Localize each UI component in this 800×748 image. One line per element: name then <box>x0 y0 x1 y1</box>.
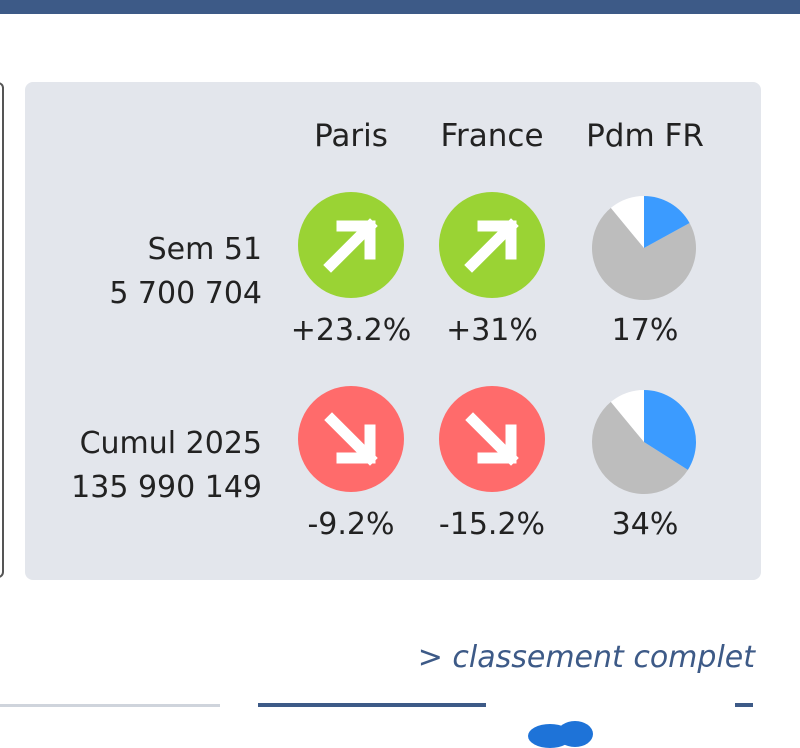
col-header-france: France <box>440 118 544 154</box>
col-header-pdm: Pdm FR <box>586 118 704 154</box>
partial-logo-icon <box>528 721 593 748</box>
bottom-tab-indicator <box>258 703 486 707</box>
top-nav-bar <box>0 0 800 14</box>
col-header-paris: Paris <box>314 118 388 154</box>
pie-slice-rest <box>592 401 688 494</box>
pie-slice-rest <box>592 207 696 300</box>
pie-slice-gap <box>610 196 644 248</box>
row-title: Cumul 2025 <box>79 426 262 461</box>
stats-card <box>25 82 761 580</box>
pct-france-cumul: -15.2% <box>438 507 546 542</box>
arrow-down-right-icon <box>298 386 404 492</box>
row-label-week: Sem 51 5 700 704 <box>109 228 262 316</box>
bottom-divider <box>0 704 220 707</box>
pie-chart-icon <box>592 196 696 300</box>
pct-paris-cumul: -9.2% <box>307 507 395 542</box>
pie-slice-share <box>644 390 696 470</box>
pct-pdm-cumul: 34% <box>611 507 679 542</box>
pct-pdm-week: 17% <box>611 313 679 348</box>
pie-slice-share <box>644 196 690 248</box>
arrow-up-right-icon <box>439 192 545 298</box>
full-ranking-link[interactable]: > classement complet <box>417 640 755 675</box>
pct-paris-week: +23.2% <box>290 313 412 348</box>
left-panel-edge <box>0 82 4 578</box>
arrow-down-right-icon <box>439 386 545 492</box>
pct-france-week: +31% <box>446 313 538 348</box>
pie-chart-icon <box>592 390 696 494</box>
row-value: 5 700 704 <box>109 276 262 311</box>
bottom-tab-indicator-small <box>735 703 753 707</box>
row-value: 135 990 149 <box>71 470 262 505</box>
pie-slice-gap <box>610 390 644 442</box>
row-label-cumul: Cumul 2025 135 990 149 <box>71 422 262 510</box>
bottom-strip <box>0 704 800 730</box>
row-title: Sem 51 <box>147 232 262 267</box>
arrow-up-right-icon <box>298 192 404 298</box>
